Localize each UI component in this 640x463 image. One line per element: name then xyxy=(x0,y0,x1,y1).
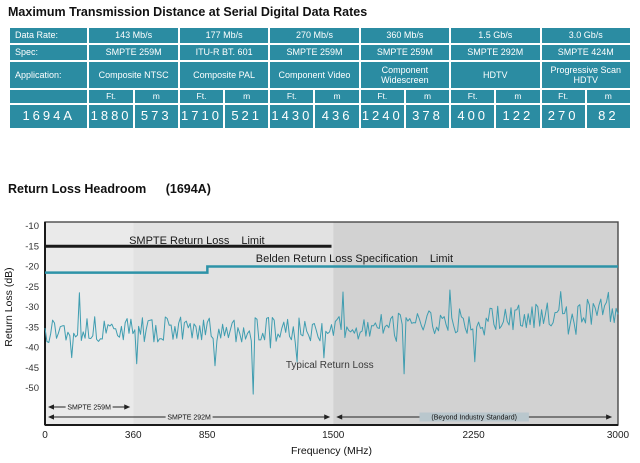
table-cell: ITU-R BT. 601 xyxy=(179,45,269,60)
arrowhead-right-icon xyxy=(124,404,131,410)
table-cell-empty xyxy=(10,90,88,103)
arrowhead-left-icon xyxy=(48,404,54,410)
unit-ft: Ft. xyxy=(89,90,133,103)
x-tick-label: 0 xyxy=(42,430,48,441)
table-row-spec: Spec: SMPTE 259M ITU-R BT. 601 SMPTE 259… xyxy=(10,45,630,60)
y-tick-label: -20 xyxy=(25,262,39,273)
y-tick-label: -45 xyxy=(25,363,39,374)
unit-m: m xyxy=(405,90,450,103)
y-tick-label: -40 xyxy=(25,343,39,354)
arrowhead-right-icon xyxy=(606,414,613,420)
belden-return-loss-spec-limit-label: Belden Return Loss Specification Limit xyxy=(256,253,453,265)
return-loss-chart: -10 -15 -20 -25 -30 -35 -40 -45 -50 Return Loss (… xyxy=(3,221,630,457)
value-ft: 1430 xyxy=(270,105,314,128)
table-cell: Composite NTSC xyxy=(89,62,178,88)
unit-ft: Ft. xyxy=(179,90,224,103)
value-ft: 400 xyxy=(451,105,495,128)
range-arrow-label: SMPTE 259M xyxy=(67,405,111,412)
table-cell: HDTV xyxy=(451,62,540,88)
table-cell: 270 Mb/s xyxy=(270,28,359,43)
chart-title-product: (1694A) xyxy=(165,182,211,196)
unit-m: m xyxy=(225,90,269,103)
unit-ft: Ft. xyxy=(451,90,495,103)
x-tick-label: 1500 xyxy=(322,430,345,441)
y-tick-label: -10 xyxy=(25,221,39,232)
value-m: 436 xyxy=(315,105,359,128)
table-cell: 1.5 Gb/s xyxy=(451,28,540,43)
value-ft: 1710 xyxy=(179,105,224,128)
table-cell: 177 Mb/s xyxy=(179,28,269,43)
x-tick-label: 3000 xyxy=(607,430,630,441)
table-row-units: Ft. m Ft. m Ft. m Ft. m Ft. m Ft. m xyxy=(10,90,630,103)
table-cell: Progressive Scan HDTV xyxy=(541,62,630,88)
smpte-return-loss-limit-label: SMPTE Return Loss Limit xyxy=(129,235,265,247)
table-cell: Component Video xyxy=(270,62,359,88)
unit-m: m xyxy=(496,90,540,103)
arrowhead-left-icon xyxy=(336,414,343,420)
unit-ft: Ft. xyxy=(541,90,585,103)
table-cell: SMPTE 424M xyxy=(541,45,630,60)
table-cell: Composite PAL xyxy=(179,62,269,88)
table-cell: 360 Mb/s xyxy=(360,28,450,43)
table-cell: SMPTE 259M xyxy=(89,45,178,60)
unit-ft: Ft. xyxy=(270,90,314,103)
value-m: 82 xyxy=(586,105,630,128)
table-row-values: 1694A 1880 573 1710 521 1430 436 1240 378 40… xyxy=(10,105,630,128)
value-ft: 1880 xyxy=(89,105,133,128)
belden-return-loss-spec-limit-line xyxy=(45,265,618,274)
x-tick-label: 360 xyxy=(125,430,142,441)
chart-title: Return Loss Headroom (1694A) xyxy=(8,182,211,196)
value-m: 122 xyxy=(496,105,540,128)
x-axis-title: Frequency (MHz) xyxy=(291,445,372,457)
value-ft: 270 xyxy=(541,105,585,128)
table-cell: Component Widescreen xyxy=(360,62,450,88)
row-header-data-rate: Data Rate: xyxy=(10,28,88,43)
table-cell: SMPTE 259M xyxy=(360,45,450,60)
row-header-application: Application: xyxy=(10,62,88,88)
page-title: Maximum Transmission Distance at Serial … xyxy=(8,5,368,19)
y-tick-label: -25 xyxy=(25,282,39,293)
unit-m: m xyxy=(134,90,178,103)
y-axis-title: Return Loss (dB) xyxy=(3,267,15,346)
unit-m: m xyxy=(315,90,359,103)
x-tick-label: 2250 xyxy=(462,430,485,441)
table-row-data-rate: Data Rate: 143 Mb/s 177 Mb/s 270 Mb/s 36… xyxy=(10,28,630,43)
typical-return-loss-trace xyxy=(44,289,619,395)
table-row-application: Application: Composite NTSC Composite PA… xyxy=(10,62,630,88)
unit-m: m xyxy=(586,90,630,103)
value-ft: 1240 xyxy=(360,105,404,128)
product-name: 1694A xyxy=(10,105,88,128)
value-m: 521 xyxy=(225,105,269,128)
x-tick-label: 850 xyxy=(199,430,216,441)
table-cell: SMPTE 292M xyxy=(451,45,540,60)
transmission-distance-table: Data Rate: 143 Mb/s 177 Mb/s 270 Mb/s 36… xyxy=(8,26,632,130)
chart-title-text: Return Loss Headroom xyxy=(8,182,147,196)
table-cell: 143 Mb/s xyxy=(89,28,178,43)
smpte-259m-band xyxy=(45,222,134,425)
row-header-spec: Spec: xyxy=(10,45,88,60)
value-m: 378 xyxy=(405,105,450,128)
arrowhead-left-icon xyxy=(48,414,54,420)
y-tick-label: -50 xyxy=(25,383,39,394)
value-m: 573 xyxy=(134,105,178,128)
range-arrow-label: (Beyond Industry Standard) xyxy=(431,415,517,422)
y-tick-label: -15 xyxy=(25,241,39,252)
unit-ft: Ft. xyxy=(360,90,404,103)
y-tick-label: -35 xyxy=(25,322,39,333)
arrowhead-right-icon xyxy=(324,414,331,420)
range-arrow-label: SMPTE 292M xyxy=(167,415,211,422)
y-tick-label: -30 xyxy=(25,302,39,313)
table-cell: 3.0 Gb/s xyxy=(541,28,630,43)
arrow-label-highlight xyxy=(419,412,529,422)
table-cell: SMPTE 259M xyxy=(270,45,359,60)
typical-return-loss-label: Typical Return Loss xyxy=(286,360,374,371)
